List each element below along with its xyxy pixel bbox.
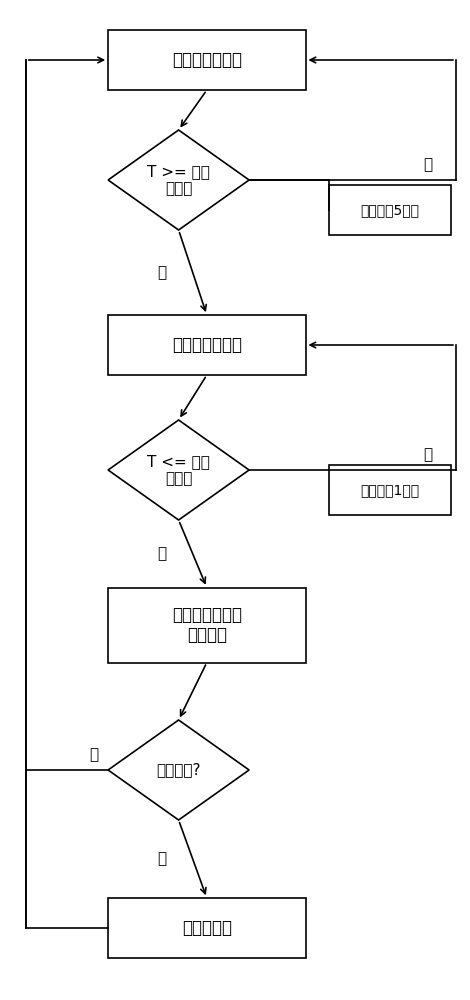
Polygon shape (108, 420, 249, 520)
Polygon shape (108, 130, 249, 230)
FancyBboxPatch shape (329, 185, 451, 235)
FancyBboxPatch shape (108, 315, 306, 375)
Text: 是: 是 (157, 546, 167, 561)
Text: 与预设的温度曲
线的比较: 与预设的温度曲 线的比较 (172, 606, 242, 644)
Text: 否: 否 (423, 157, 432, 172)
Text: 环境温度的测量: 环境温度的测量 (172, 51, 242, 69)
FancyBboxPatch shape (108, 898, 306, 958)
Text: 消毒成功?: 消毒成功? (157, 762, 201, 778)
Text: 否: 否 (90, 748, 99, 762)
Text: 是: 是 (157, 852, 167, 866)
Text: T <= 最终
极限值: T <= 最终 极限值 (147, 454, 210, 486)
Text: 是: 是 (157, 265, 167, 280)
FancyBboxPatch shape (329, 465, 451, 515)
Text: 等待时间1分钟: 等待时间1分钟 (360, 483, 420, 497)
Text: T >= 消毒
极限值: T >= 消毒 极限值 (147, 164, 210, 196)
FancyBboxPatch shape (108, 587, 306, 662)
Text: 等待时间5分钟: 等待时间5分钟 (360, 203, 420, 217)
Text: 消毒温度的测量: 消毒温度的测量 (172, 336, 242, 354)
FancyBboxPatch shape (108, 30, 306, 90)
Text: 否: 否 (423, 448, 432, 462)
Text: 计数器增量: 计数器增量 (182, 919, 232, 937)
Polygon shape (108, 720, 249, 820)
